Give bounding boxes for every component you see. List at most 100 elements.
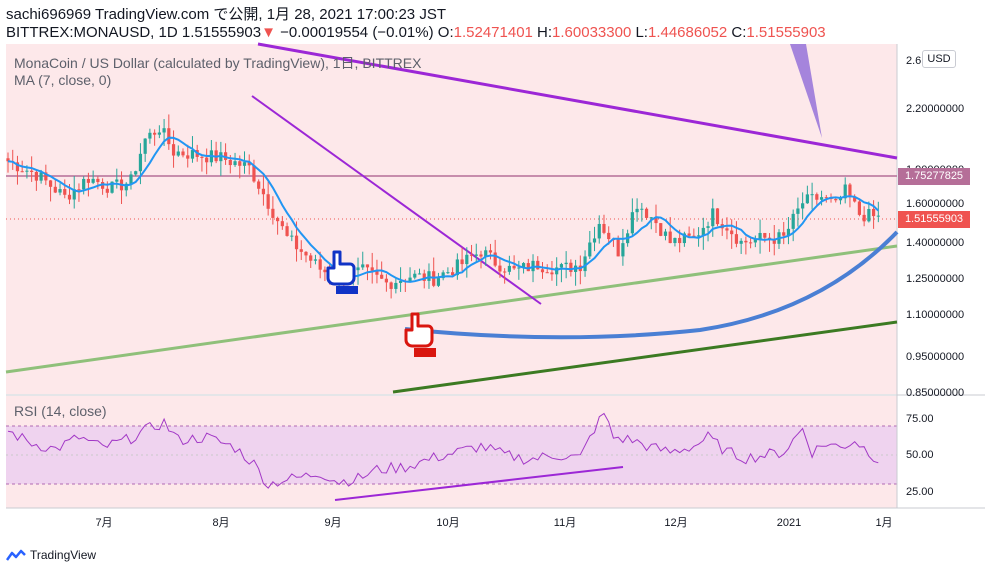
candle-body: [247, 162, 251, 166]
time-tick-label: 10月: [436, 517, 459, 529]
candle-body: [389, 282, 393, 289]
candle-body: [58, 189, 62, 193]
candle-body: [384, 278, 388, 283]
candle-body: [465, 254, 469, 265]
candle-body: [871, 208, 876, 217]
price-tick-label: 0.95000000: [906, 351, 964, 363]
candle-body: [758, 232, 762, 240]
candle-body: [313, 259, 318, 261]
candle-body: [228, 159, 232, 166]
main-series-legend[interactable]: MonaCoin / US Dollar (calculated by Trad…: [14, 55, 422, 71]
candle-body: [408, 277, 412, 282]
candle-body: [649, 217, 653, 219]
rsi-legend[interactable]: RSI (14, close): [14, 403, 107, 419]
candle-body: [507, 265, 511, 272]
candle-body: [772, 239, 776, 244]
candle-body: [91, 178, 95, 183]
time-tick-label: 12月: [664, 517, 687, 529]
purple-long-trendline: [257, 42, 898, 160]
candle-body: [730, 230, 734, 235]
rsi-tick-label: 75.00: [906, 413, 934, 425]
candle-body: [186, 155, 190, 159]
rsi-tick-label: 50.00: [906, 449, 934, 461]
candle-body: [460, 259, 464, 265]
close-label: C:: [731, 24, 747, 41]
candle-body: [744, 240, 748, 243]
candle-body: [488, 250, 493, 253]
candle-body: [361, 264, 365, 268]
candle-body: [555, 267, 559, 275]
candle-body: [129, 174, 133, 184]
candle-body: [413, 273, 417, 278]
candle-body: [696, 235, 701, 237]
bowl-curve: [404, 230, 899, 340]
candle-body: [294, 235, 299, 250]
currency-button[interactable]: USD: [922, 50, 956, 68]
candle-body: [512, 265, 516, 269]
open-value: 1.52471401: [453, 24, 533, 41]
open-label: O:: [437, 24, 454, 41]
candle-body: [44, 172, 48, 181]
candle-body: [838, 198, 843, 201]
candle-body: [734, 234, 739, 244]
blue-hand-pointer-icon: [326, 250, 358, 294]
candle-body: [706, 226, 710, 228]
candle-body: [469, 254, 474, 256]
candle-body: [115, 179, 119, 182]
symbol-price: BITTREX:MONAUSD, 1D 1.51555903: [6, 24, 262, 41]
ma-legend[interactable]: MA (7, close, 0): [14, 72, 112, 88]
candle-body: [749, 242, 753, 244]
candle-body: [63, 189, 67, 195]
candle-body: [536, 260, 540, 270]
candle-body: [436, 278, 441, 286]
candle-body: [157, 132, 161, 135]
candle-body: [517, 267, 521, 269]
candle-body: [607, 232, 611, 240]
candle-body: [304, 251, 308, 256]
candle-body: [526, 263, 530, 272]
candle-body: [190, 150, 195, 159]
candle-body: [474, 254, 478, 256]
candle-body: [545, 272, 549, 274]
candle-body: [257, 181, 261, 189]
candle-body: [48, 180, 53, 187]
candle-body: [124, 183, 128, 191]
time-tick-label: 7月: [95, 517, 112, 529]
candle-body: [862, 214, 866, 222]
candle-body: [86, 178, 91, 183]
candle-body: [493, 252, 497, 266]
candle-body: [786, 228, 791, 236]
candle-body: [162, 128, 166, 133]
high-label: H:: [537, 24, 553, 41]
candle-body: [356, 267, 360, 271]
candle-body: [498, 265, 502, 272]
time-tick-label: 9月: [324, 517, 341, 529]
candle-body: [299, 249, 303, 252]
candle-body: [668, 231, 672, 244]
candle-body: [455, 259, 459, 276]
candle-body: [427, 271, 431, 281]
candle-body: [6, 158, 10, 162]
brand-label: TradingView: [30, 548, 97, 562]
candle-body: [238, 161, 242, 166]
candle-body: [725, 228, 729, 231]
candle-body: [110, 181, 114, 193]
price-tick-label: 2.6: [906, 55, 921, 67]
candle-body: [370, 267, 374, 271]
tradingview-brand[interactable]: TradingView: [6, 548, 96, 562]
candle-body: [261, 188, 266, 195]
candle-body: [171, 144, 176, 156]
candle-body: [663, 231, 668, 236]
candle-body: [25, 170, 29, 172]
ma-line: [7, 136, 879, 283]
candle-body: [200, 156, 204, 158]
candle-body: [654, 217, 658, 224]
candle-body: [630, 212, 634, 234]
candle-body: [635, 208, 639, 213]
candle-body: [380, 274, 384, 279]
time-tick-label: 11月: [554, 517, 576, 529]
candle-body: [285, 226, 289, 236]
candle-body: [394, 282, 398, 289]
candle-body: [876, 215, 880, 217]
